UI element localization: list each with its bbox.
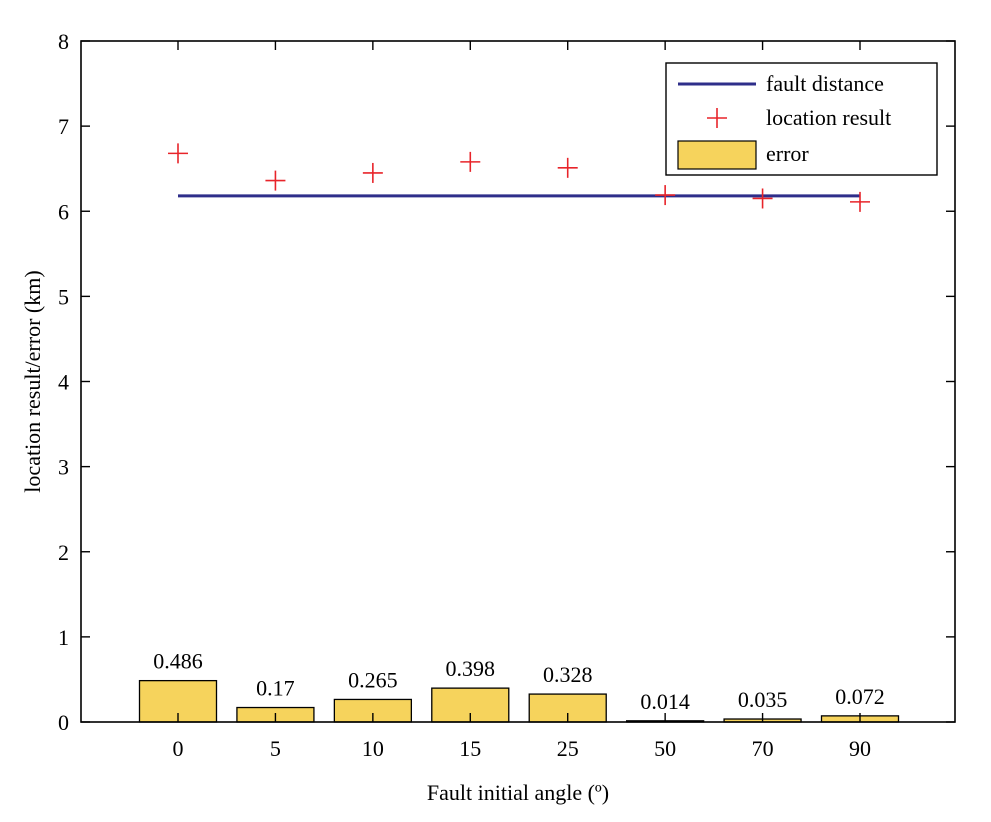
x-tick-label-0: 0 xyxy=(173,736,184,761)
x-tick-label-25: 25 xyxy=(557,736,579,761)
location-result-series xyxy=(168,143,870,212)
y-tick-label: 6 xyxy=(58,199,69,224)
y-tick-label: 0 xyxy=(58,710,69,735)
x-tick-label-10: 10 xyxy=(362,736,384,761)
y-tick-label: 3 xyxy=(58,455,69,480)
location-result-marker-50 xyxy=(655,185,676,206)
error-value-label-50: 0.014 xyxy=(640,689,690,714)
legend-label-fault-distance: fault distance xyxy=(766,71,884,96)
y-tick-label: 5 xyxy=(58,284,69,309)
x-tick-label-15: 15 xyxy=(459,736,481,761)
location-result-marker-70 xyxy=(752,188,773,209)
y-tick-label: 8 xyxy=(58,29,69,54)
bar-value-labels: 0.486 0.17 0.265 0.398 0.328 0.014 0.035 0.072 xyxy=(153,649,885,714)
error-value-label-0: 0.486 xyxy=(153,649,203,674)
y-tick-label: 4 xyxy=(58,370,69,395)
y-tick-label: 2 xyxy=(58,540,69,565)
error-value-label-90: 0.072 xyxy=(835,684,885,709)
location-result-marker-10 xyxy=(362,162,383,183)
x-tick-label-50: 50 xyxy=(654,736,676,761)
location-result-marker-0 xyxy=(168,143,188,164)
location-result-marker-25 xyxy=(557,157,578,178)
error-value-label-25: 0.328 xyxy=(543,662,593,687)
y-tick-label: 7 xyxy=(58,114,69,139)
x-axis-ticks: 0 5 10 15 25 50 70 90 xyxy=(173,41,871,761)
location-result-marker-5 xyxy=(265,170,286,191)
y-tick-label: 1 xyxy=(58,625,69,650)
error-value-label-70: 0.035 xyxy=(738,687,788,712)
x-tick-label-90: 90 xyxy=(849,736,871,761)
x-tick-label-70: 70 xyxy=(752,736,774,761)
x-axis-label: Fault initial angle (º) xyxy=(427,780,609,805)
location-result-marker-15 xyxy=(460,151,481,172)
legend-location-result-swatch xyxy=(707,108,727,128)
legend: fault distance location result error xyxy=(665,62,938,176)
location-result-marker-90 xyxy=(850,191,870,212)
error-value-label-5: 0.17 xyxy=(256,676,295,701)
legend-error-swatch xyxy=(677,140,757,170)
y-axis-label: location result/error (km) xyxy=(20,270,45,492)
y-axis-ticks: 0 1 2 3 4 5 6 7 8 xyxy=(58,29,955,735)
x-tick-label-5: 5 xyxy=(270,736,281,761)
legend-label-location-result: location result xyxy=(766,105,891,130)
legend-label-error: error xyxy=(766,141,809,166)
error-value-label-15: 0.398 xyxy=(446,656,496,681)
error-value-label-10: 0.265 xyxy=(348,667,398,692)
